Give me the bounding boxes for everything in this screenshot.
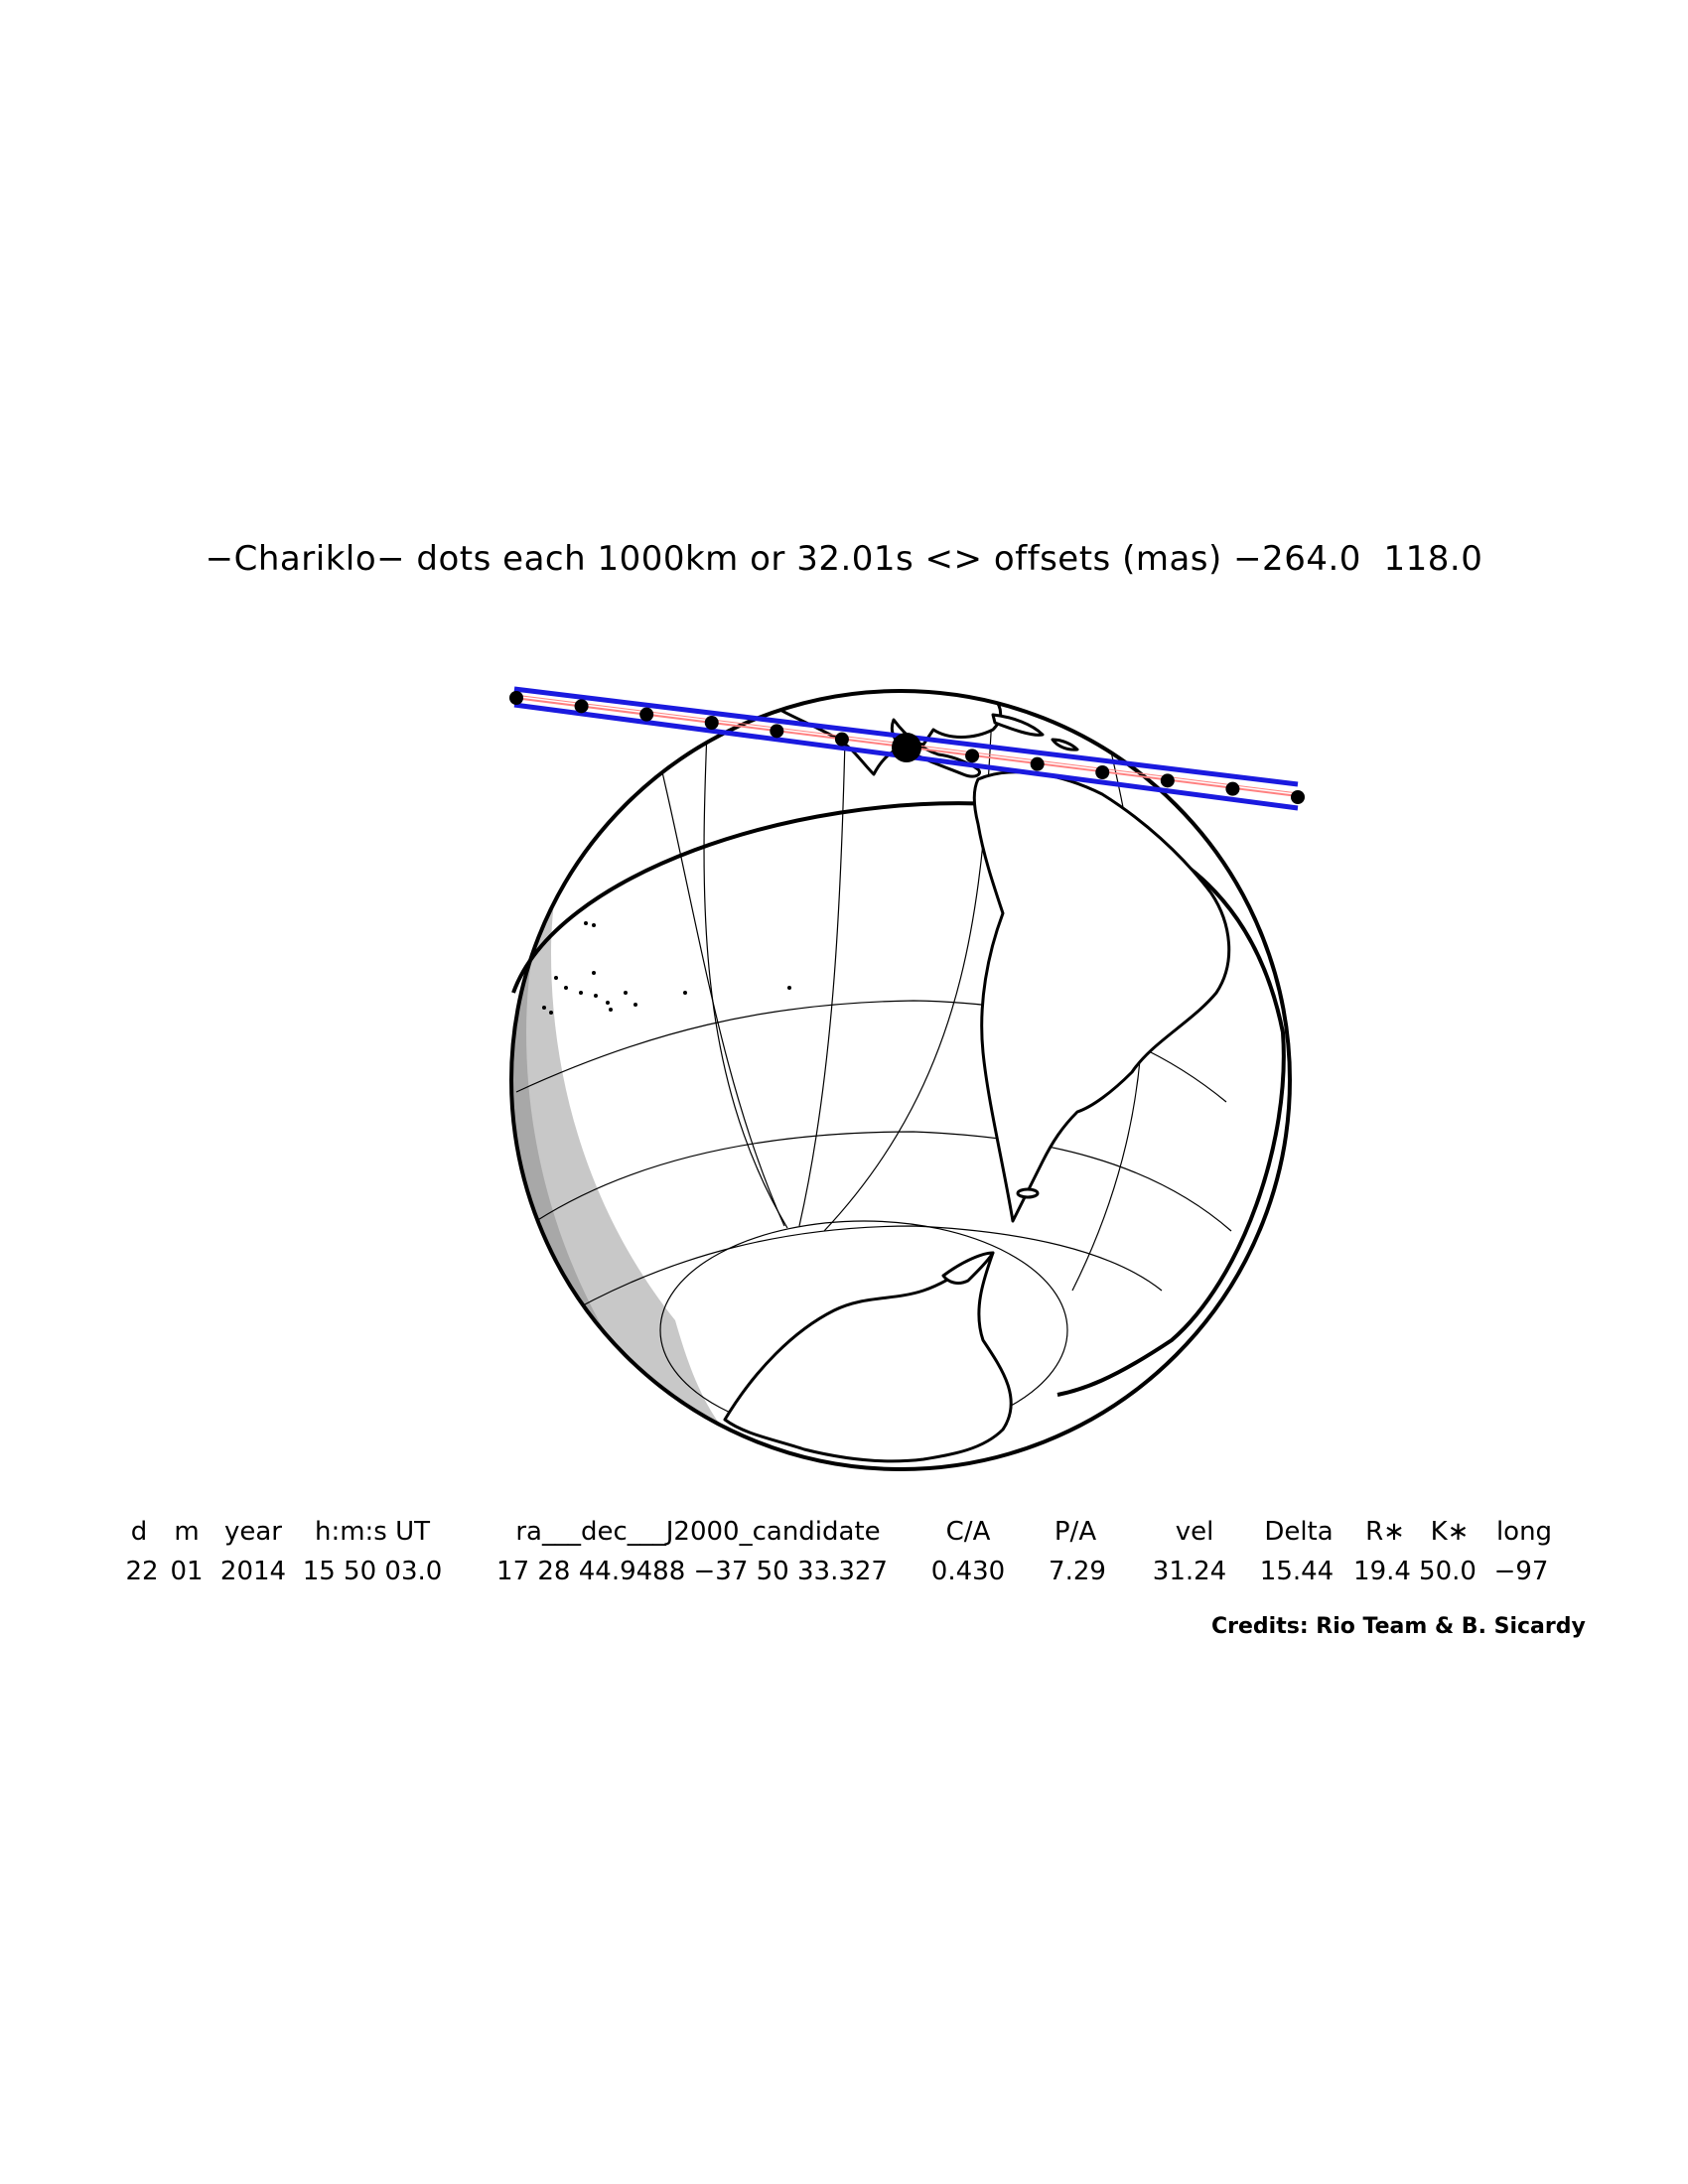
track-dot: [1095, 765, 1110, 779]
track-dot: [1225, 781, 1240, 796]
pacific-islands: [542, 921, 791, 1015]
twilight-zone: [511, 691, 755, 1459]
track-dot: [1291, 790, 1305, 804]
track-dot: [834, 732, 849, 747]
track-dot: [704, 716, 719, 730]
north-america: [743, 691, 1003, 776]
track-dot: [770, 724, 784, 739]
track-dot: [1030, 756, 1045, 771]
terminator-line: [511, 801, 1286, 1397]
night-shading: [511, 691, 755, 1459]
track-dot: [965, 749, 980, 763]
track-dot: [639, 707, 654, 722]
chart-title: −Chariklo− dots each 1000km or 32.01s <>…: [205, 539, 1483, 579]
south-america: [972, 770, 1231, 1223]
globe-outline: [509, 689, 1292, 1471]
track-dot: [574, 699, 589, 714]
shadow-center-dot: [892, 733, 921, 762]
antarctica: [723, 1251, 1013, 1463]
credits: Credits: Rio Team & B. Sicardy: [1211, 1614, 1586, 1639]
track-dots: [509, 691, 1305, 804]
track-dot: [1160, 773, 1175, 788]
track-dot: [509, 691, 523, 705]
